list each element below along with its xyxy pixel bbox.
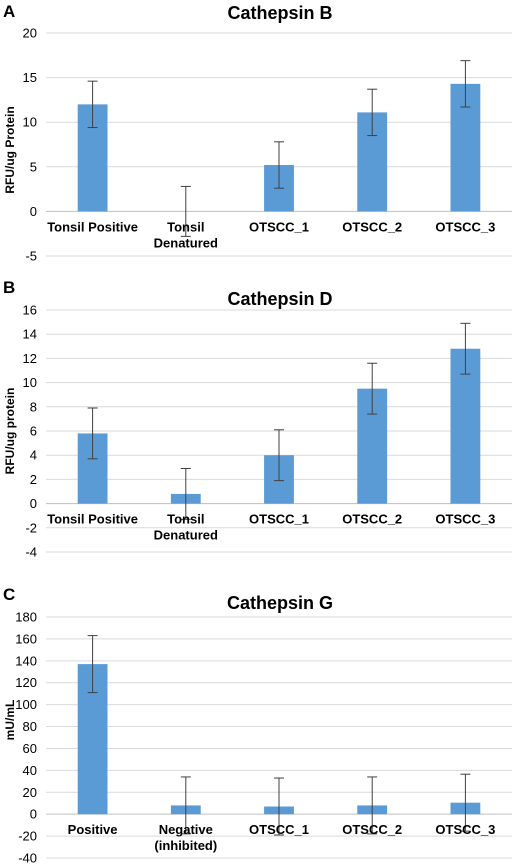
panel-a-category-label-0-0: Tonsil Positive [47, 219, 138, 234]
panel-b-category-label-1-0: Tonsil [167, 512, 204, 527]
panel-b-ytick-6: 8 [30, 399, 37, 414]
panel-a-category-label-1-0: Tonsil [167, 219, 204, 234]
panel-b-ytick-0: -4 [25, 545, 37, 560]
panel-a-ytick-3: 10 [23, 115, 37, 130]
panel-b-category-label-3-0: OTSCC_2 [342, 512, 402, 527]
panel-b-category-label-4-0: OTSCC_3 [435, 512, 495, 527]
panel-c-ytick-11: 180 [15, 610, 37, 625]
panel-a-ytick-1: 0 [30, 204, 37, 219]
panel-a-errorbar-0 [87, 80, 98, 129]
panel-b-errorbar-2 [274, 429, 284, 482]
panel-b-errorbar-3 [367, 362, 378, 415]
panel-a-ytick-2: 5 [30, 159, 37, 174]
panel-b-errorbar-1 [180, 468, 191, 520]
panel-a-category-label-3-0: OTSCC_2 [342, 219, 402, 234]
panel-b-ytick-2: 0 [30, 496, 37, 511]
panel-c-errorbar-4 [460, 773, 471, 832]
panel-b-letter: B [3, 278, 15, 297]
panel-a-ylabel: RFU/ug Protein [3, 106, 17, 193]
panel-b-errorbar-4 [460, 322, 471, 375]
panel-a-category-label-4-0: OTSCC_3 [435, 219, 495, 234]
panel-b-ytick-4: 4 [30, 448, 37, 463]
panel-b-title: Cathepsin D [227, 289, 332, 309]
panel-a-ytick-0: -5 [25, 249, 37, 264]
panel-c-category-label-4-0: OTSCC_3 [435, 822, 495, 837]
panel-a: A Cathepsin B RFU/ug Protein -5 0 5 10 15 20 T… [3, 2, 512, 264]
panel-b-ytick-3: 2 [30, 472, 37, 487]
panel-c-category-label-3-0: OTSCC_2 [342, 822, 402, 837]
panel-c-ytick-5: 60 [23, 741, 37, 756]
panel-c-ytick-9: 140 [15, 653, 37, 668]
panel-b-ytick-8: 12 [23, 351, 37, 366]
panel-b-errorbar-0 [87, 407, 98, 460]
panel-c-category-label-1-0: Negative [159, 822, 213, 837]
panel-c-errorbar-0 [87, 635, 98, 694]
panel-b-ylabel: RFU/ug protein [3, 388, 17, 475]
panel-c-ytick-3: 20 [23, 785, 37, 800]
panel-c-ytick-4: 40 [23, 763, 37, 778]
panel-c-letter: C [3, 585, 15, 604]
panel-c-ytick-0: -40 [18, 851, 37, 866]
panel-b-ytick-5: 6 [30, 424, 37, 439]
panel-c-ytick-6: 80 [23, 719, 37, 734]
panel-b: B Cathepsin D RFU/ug protein -4 -2 0 2 4 6 8 10… [3, 278, 512, 560]
panel-b-category-label-2-0: OTSCC_1 [249, 512, 309, 527]
panel-c-ytick-10: 160 [15, 631, 37, 646]
panel-c-ytick-7: 100 [15, 697, 37, 712]
panel-c-ytick-1: -20 [18, 829, 37, 844]
panel-c-title: Cathepsin G [227, 593, 333, 613]
panel-c-ytick-8: 120 [15, 675, 37, 690]
panel-c-category-label-0-0: Positive [68, 822, 118, 837]
panel-a-errorbar-1 [180, 185, 191, 237]
panel-b-ytick-9: 14 [23, 327, 37, 342]
panel-a-errorbar-2 [274, 141, 284, 189]
panel-c-category-label-1-1: (inhibited) [154, 838, 217, 853]
panel-c-errorbar-2 [274, 777, 284, 836]
panel-b-ytick-1: -2 [25, 520, 37, 535]
panel-c-category-label-2-0: OTSCC_1 [249, 822, 309, 837]
panel-a-ytick-4: 15 [23, 70, 37, 85]
panel-b-ytick-10: 16 [23, 303, 37, 318]
panel-c-errorbar-1 [180, 776, 191, 835]
panel-a-ytick-5: 20 [23, 26, 37, 41]
panel-c: C Cathepsin G mU/mL -40 -20 0 20 40 60 80 100 12… [3, 585, 512, 866]
panel-a-title: Cathepsin B [227, 3, 332, 23]
panel-a-category-label-2-0: OTSCC_1 [249, 219, 309, 234]
panel-a-errorbar-4 [460, 60, 471, 108]
panel-a-category-label-1-1: Denatured [154, 235, 218, 250]
panel-b-category-label-0-0: Tonsil Positive [47, 512, 138, 527]
panel-c-ylabel: mU/mL [3, 700, 17, 741]
panel-b-category-label-1-1: Denatured [154, 528, 218, 543]
panel-b-ytick-7: 10 [23, 375, 37, 390]
panel-c-errorbar-3 [367, 776, 378, 835]
panel-a-errorbar-3 [367, 88, 378, 137]
panel-c-ytick-2: 0 [30, 807, 37, 822]
panel-a-letter: A [3, 2, 15, 21]
